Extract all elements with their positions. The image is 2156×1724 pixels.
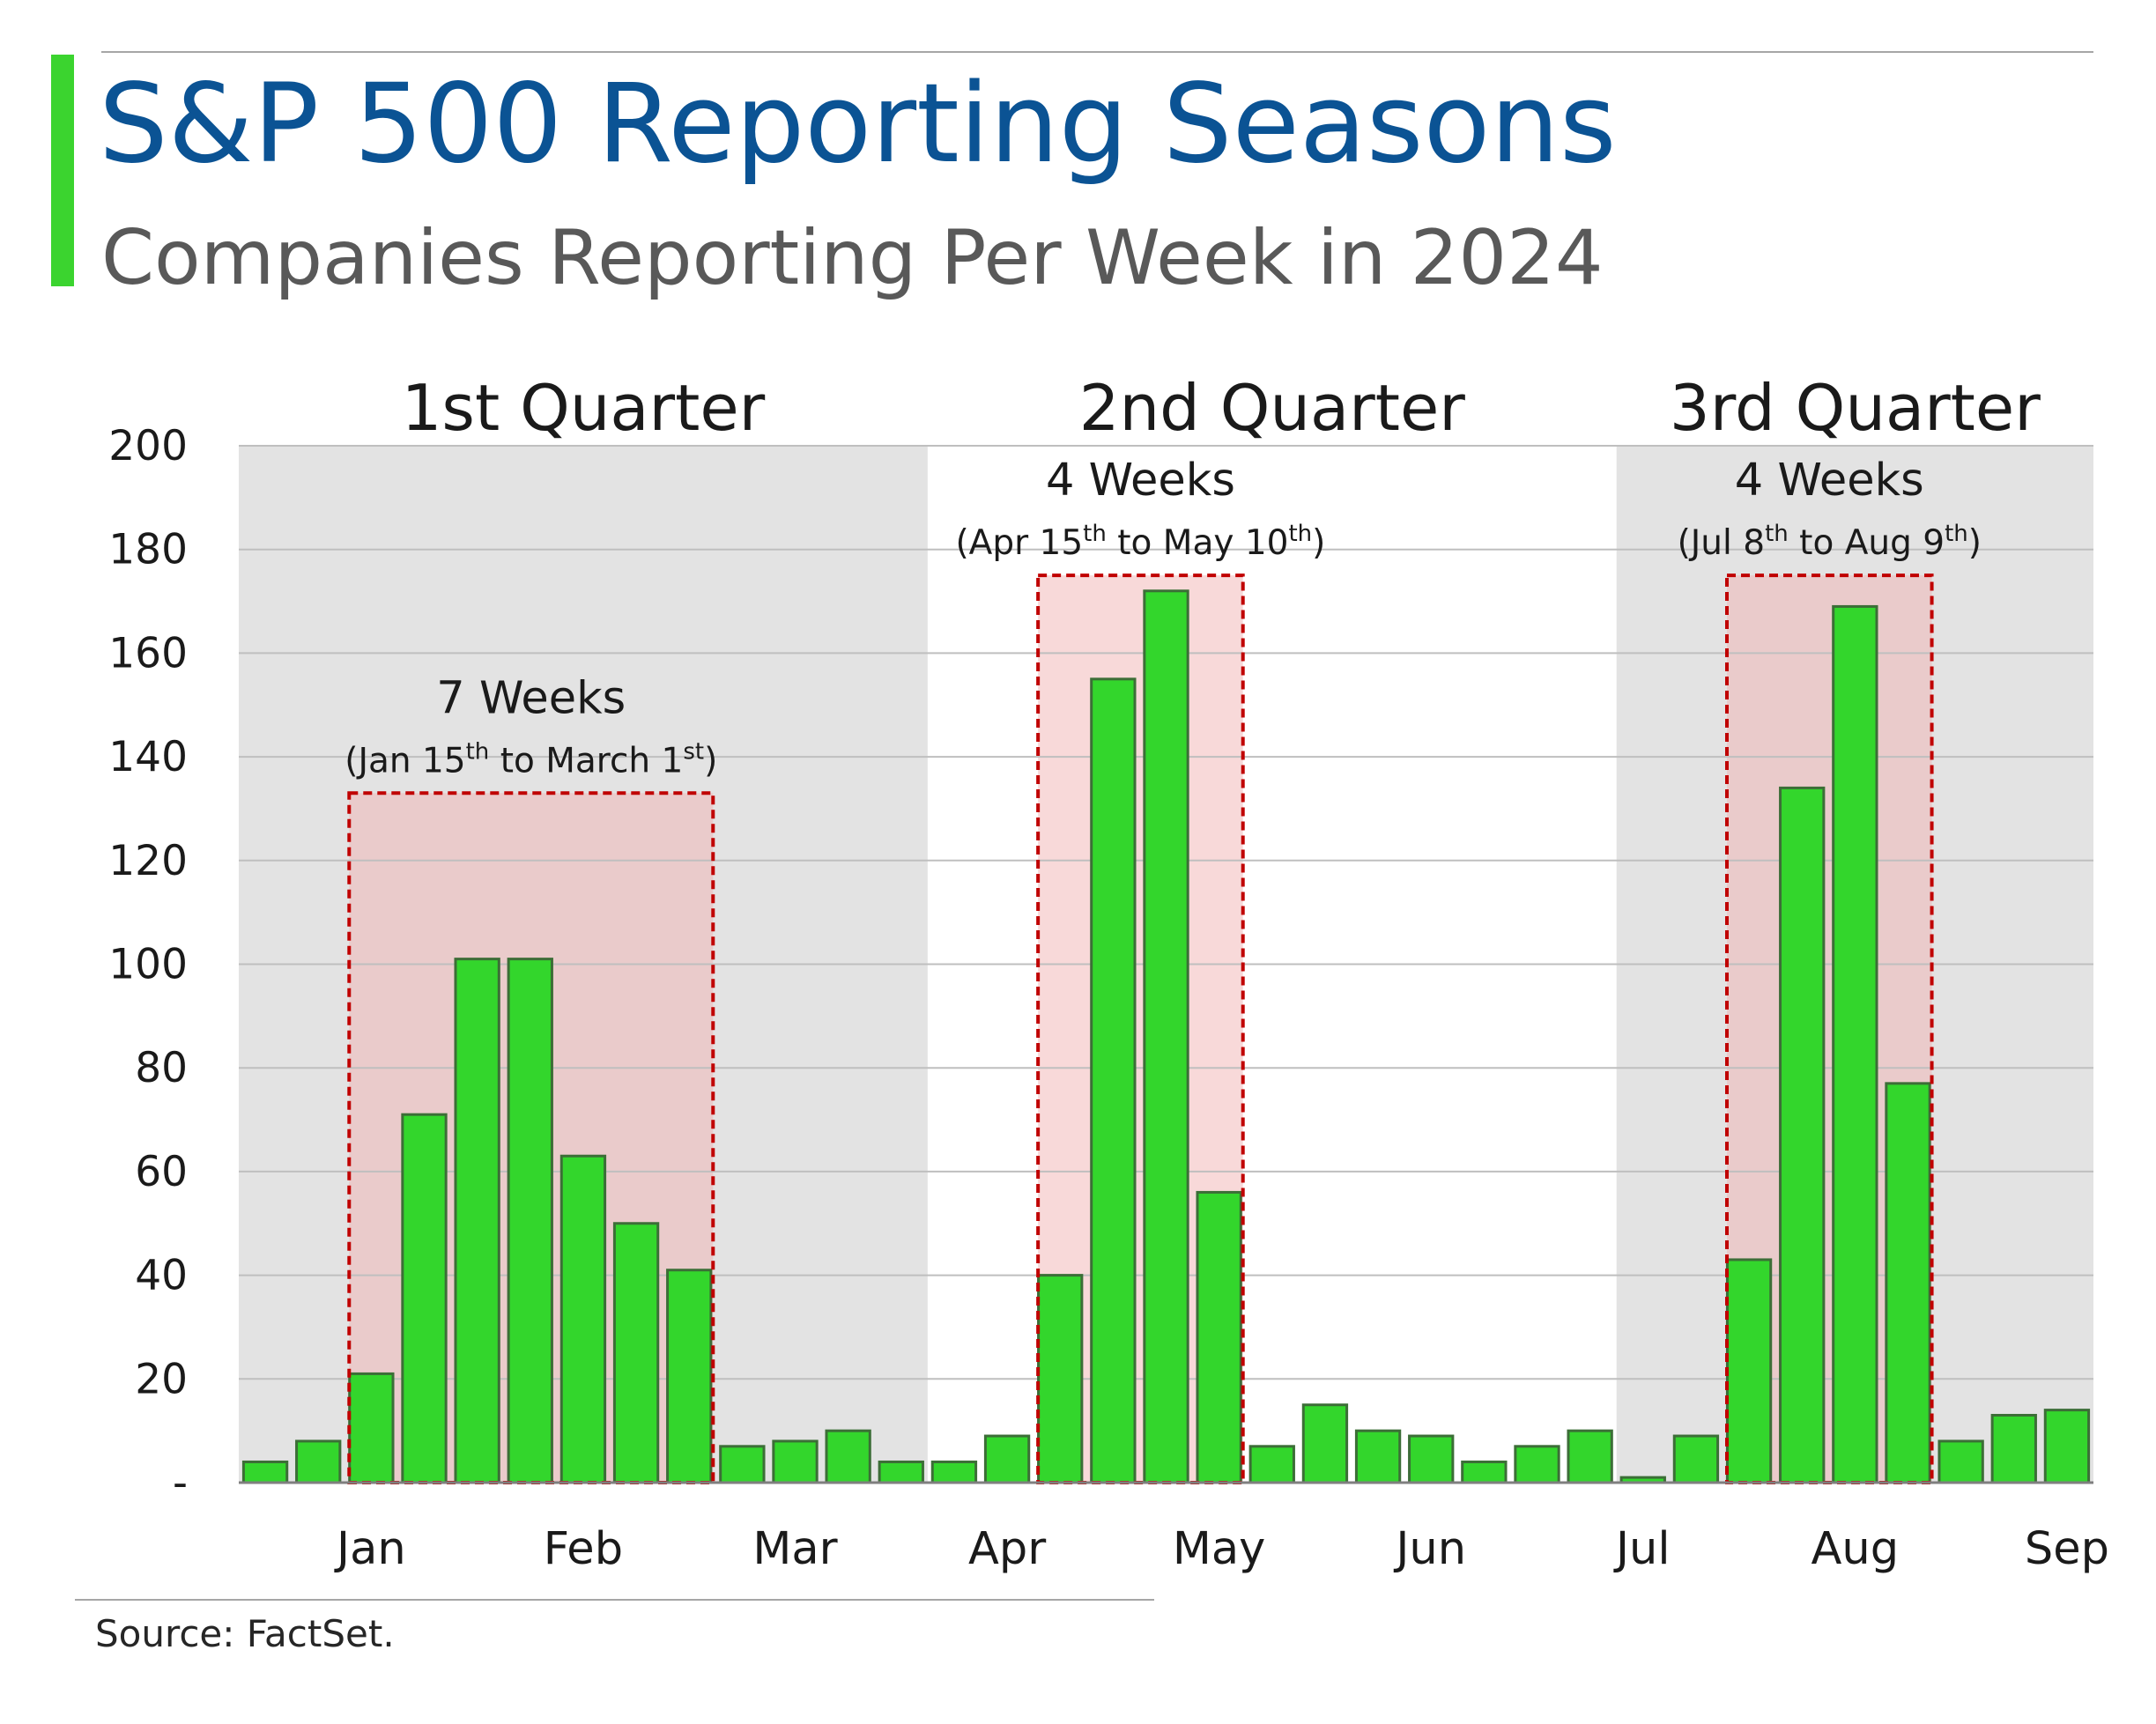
highlight-weeks-label: 4 Weeks (1046, 455, 1235, 507)
accent-bar (51, 55, 74, 286)
highlight-range-label: (Apr 15th to May 10th) (955, 521, 1325, 563)
y-tick-label: 40 (135, 1252, 188, 1300)
x-tick-label: Mar (752, 1523, 837, 1575)
bottom-rule (75, 1599, 1154, 1601)
top-rule (101, 51, 2093, 53)
bar (1037, 1274, 1084, 1484)
bar (295, 1439, 342, 1484)
x-tick-label: Feb (544, 1523, 623, 1575)
bar (825, 1429, 871, 1484)
bar (983, 1434, 1031, 1484)
y-tick-label: 120 (108, 837, 188, 885)
y-tick-label: - (173, 1459, 188, 1507)
bar (507, 958, 553, 1484)
bar (930, 1460, 978, 1484)
bar (1090, 677, 1137, 1484)
bar (1248, 1445, 1295, 1484)
x-tick-label: May (1173, 1523, 1265, 1575)
x-tick-label: Apr (968, 1523, 1046, 1575)
y-tick-label: 140 (108, 733, 188, 781)
highlight-weeks-label: 7 Weeks (436, 672, 626, 724)
bar (348, 1372, 395, 1484)
bar (1567, 1429, 1613, 1484)
quarter-label-1: 1st Quarter (402, 371, 766, 445)
y-tick-label: 200 (108, 422, 188, 470)
chart-labels: 1st Quarter 2nd Quarter 3rd Quarter - 20 40 60… (108, 371, 2109, 1575)
bar (2043, 1409, 2091, 1484)
bar (878, 1460, 924, 1484)
bar (1354, 1429, 1402, 1484)
bar (1725, 1258, 1773, 1484)
bar (1990, 1413, 2037, 1484)
x-tick-label: Jan (334, 1523, 406, 1575)
y-tick-label: 100 (108, 941, 188, 989)
bar (1885, 1082, 1931, 1484)
chart-subtitle: Companies Reporting Per Week in 2024 (101, 214, 1604, 302)
quarter-label-3: 3rd Quarter (1670, 371, 2041, 445)
bar (1937, 1439, 1984, 1484)
bar (719, 1445, 766, 1484)
bar (1143, 589, 1189, 1484)
highlight-weeks-label: 4 Weeks (1735, 455, 1924, 507)
bar (1196, 1190, 1242, 1484)
bar (1779, 786, 1826, 1484)
highlight-border-1 (347, 791, 715, 1484)
x-tick-label: Jun (1393, 1523, 1466, 1575)
chart-title: S&P 500 Reporting Seasons (99, 61, 1617, 188)
y-tick-label: 80 (135, 1044, 188, 1092)
bar (1832, 604, 1878, 1484)
y-tick-label: 20 (135, 1355, 188, 1403)
x-tick-label: Jul (1613, 1523, 1671, 1575)
y-tick-label: 60 (135, 1148, 188, 1196)
x-tick-label: Sep (2025, 1523, 2109, 1575)
bar (454, 958, 500, 1484)
bar (559, 1154, 607, 1484)
bar (1514, 1445, 1560, 1484)
source-note: Source: FactSet. (95, 1612, 395, 1655)
highlight-range-label: (Jul 8th to Aug 9th) (1678, 521, 1982, 563)
bar (612, 1222, 660, 1484)
bar (1408, 1434, 1455, 1484)
bar (772, 1439, 819, 1484)
highlight-range-label: (Jan 15th to March 1st) (345, 738, 717, 781)
x-tick-label: Aug (1811, 1523, 1900, 1575)
y-tick-label: 160 (108, 629, 188, 677)
y-tick-label: 180 (108, 526, 188, 574)
bar (666, 1269, 713, 1484)
bar (241, 1460, 289, 1484)
bar (401, 1113, 448, 1484)
quarter-label-2: 2nd Quarter (1079, 371, 1466, 445)
bar (1461, 1460, 1508, 1484)
bar (1301, 1403, 1349, 1484)
bar (1672, 1434, 1720, 1484)
